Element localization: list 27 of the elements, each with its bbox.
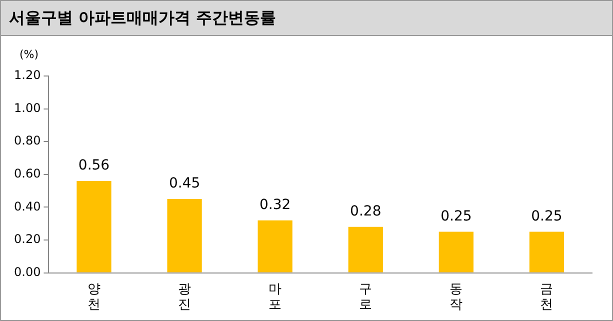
y-tick-label: 1.20	[14, 68, 41, 82]
x-tick-label: 마포	[268, 282, 282, 313]
y-tick-label: 0.00	[14, 264, 41, 279]
data-label: 0.25	[440, 208, 472, 224]
x-tick-label: 구로	[359, 282, 372, 313]
data-label: 0.28	[350, 204, 382, 220]
x-tick-label: 동작	[450, 282, 463, 313]
y-tick-label: 0.20	[14, 232, 41, 246]
bar	[258, 220, 292, 272]
data-label: 0.56	[78, 158, 110, 174]
x-tick-label: 금천	[540, 282, 554, 313]
data-label: 0.45	[168, 176, 200, 192]
chart-title: 서울구별 아파트매매가격 주간변동률	[1, 1, 612, 36]
y-tick-label: 1.00	[14, 100, 41, 115]
bar	[348, 226, 383, 272]
y-tick-label: 0.80	[14, 134, 41, 148]
bar	[167, 199, 202, 272]
data-label: 0.25	[531, 208, 562, 224]
data-label: 0.32	[260, 196, 291, 213]
bar	[438, 232, 474, 272]
bar	[529, 232, 564, 272]
x-tick-label: 양천	[87, 282, 100, 313]
y-tick-label: 0.40	[14, 199, 41, 214]
y-tick-label: 0.60	[14, 166, 41, 181]
bar	[76, 180, 112, 272]
y-axis-title: (%)	[19, 48, 39, 61]
x-tick-label: 광진	[178, 282, 192, 313]
